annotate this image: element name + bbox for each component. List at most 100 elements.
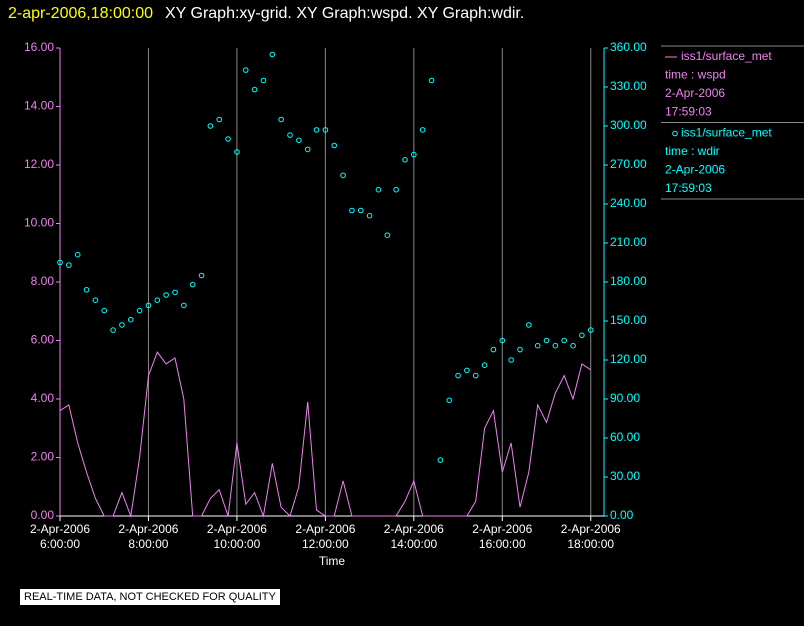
- wdir-point: [225, 136, 231, 142]
- wdir-point: [561, 337, 567, 344]
- y2-tick-label: 150.00: [610, 313, 647, 327]
- y2-tick-label: 270.00: [610, 157, 647, 171]
- wdir-point: [234, 149, 240, 155]
- wdir-point: [154, 297, 161, 304]
- wdir-point: [437, 457, 444, 463]
- x-axis-label: Time: [319, 554, 346, 568]
- wdir-point: [419, 127, 426, 133]
- wdir-point: [119, 322, 125, 328]
- wdir-point: [428, 77, 435, 84]
- y2-tick-label: 30.00: [610, 469, 640, 483]
- legend-entry: iss1/surface_met: [681, 126, 772, 140]
- y-tick-label: 10.00: [24, 216, 54, 230]
- wdir-point: [455, 372, 461, 379]
- y-tick-label: 8.00: [31, 274, 55, 288]
- wdir-point: [57, 259, 63, 266]
- y2-tick-label: 0.00: [610, 508, 634, 522]
- wdir-point: [101, 307, 108, 314]
- wdir-point: [242, 67, 249, 73]
- wdir-point: [163, 292, 169, 298]
- y2-tick-label: 90.00: [610, 391, 640, 405]
- y-tick-label: 2.00: [31, 450, 55, 464]
- y2-tick-label: 120.00: [610, 352, 647, 366]
- y-tick-label: 6.00: [31, 333, 55, 347]
- x-tick-label: 2-Apr-2006 18:00:00: [560, 522, 621, 551]
- wdir-point: [499, 337, 506, 344]
- y-tick-label: 14.00: [24, 99, 54, 113]
- wdir-point: [349, 207, 355, 214]
- wdir-point: [189, 281, 196, 288]
- wdir-point: [74, 251, 81, 258]
- y-tick-label: 16.00: [24, 40, 54, 54]
- x-tick-label: 2-Apr-2006 10:00:00: [206, 522, 267, 551]
- y2-tick-label: 240.00: [610, 196, 647, 210]
- wdir-point: [331, 142, 338, 149]
- wdir-point: [402, 157, 408, 163]
- wdir-point: [464, 367, 470, 374]
- wdir-point: [579, 332, 585, 339]
- y-tick-label: 4.00: [31, 391, 55, 405]
- y2-tick-label: 180.00: [610, 274, 647, 288]
- wdir-point: [269, 51, 276, 58]
- title-time: 2-apr-2006,18:00:00: [8, 5, 153, 22]
- legend-symbol: [672, 130, 678, 137]
- wdir-point: [357, 207, 364, 214]
- wdir-point: [296, 137, 302, 144]
- wdir-point: [322, 127, 329, 133]
- legend-entry: iss1/surface_met: [681, 49, 772, 63]
- wdir-point: [517, 346, 523, 353]
- legend-detail: time : wdir: [665, 144, 720, 158]
- legend-detail: time : wspd: [665, 68, 726, 82]
- wdir-point: [543, 337, 550, 344]
- wdir-point: [207, 123, 214, 129]
- wdir-point: [304, 146, 311, 153]
- y2-tick-label: 60.00: [610, 430, 640, 444]
- legend-detail: 17:59:03: [665, 181, 712, 195]
- wdir-point: [508, 357, 514, 363]
- wdir-point: [481, 362, 488, 369]
- wdir-point: [446, 397, 453, 404]
- wdir-point: [127, 316, 134, 323]
- y2-tick-label: 300.00: [610, 118, 647, 132]
- wdir-point: [172, 289, 178, 296]
- wdir-point: [411, 151, 417, 158]
- wdir-point: [216, 116, 223, 123]
- wdir-point: [375, 186, 382, 193]
- wdir-point: [92, 297, 99, 304]
- x-tick-label: 2-Apr-2006 16:00:00: [472, 522, 533, 551]
- y-tick-label: 12.00: [24, 157, 54, 171]
- y2-tick-label: 360.00: [610, 40, 647, 54]
- legend-detail: 2-Apr-2006: [665, 86, 725, 100]
- legend-detail: 2-Apr-2006: [665, 163, 725, 177]
- wdir-point: [366, 212, 373, 219]
- x-tick-label: 2-Apr-2006 12:00:00: [295, 522, 356, 551]
- wdir-point: [278, 116, 284, 123]
- wdir-point: [251, 86, 258, 93]
- wdir-point: [66, 262, 72, 268]
- y2-tick-label: 210.00: [610, 235, 647, 249]
- y-tick-label: 0.00: [31, 508, 55, 522]
- x-tick-label: 2-Apr-2006 8:00:00: [118, 522, 179, 551]
- wdir-point: [472, 372, 479, 379]
- wdir-point: [287, 132, 293, 138]
- wdir-point: [384, 232, 391, 238]
- wdir-point: [490, 346, 497, 353]
- wdir-point: [534, 342, 541, 349]
- wdir-point: [313, 127, 320, 133]
- wdir-point: [136, 307, 143, 314]
- wdir-point: [570, 342, 576, 349]
- wdir-point: [145, 302, 152, 309]
- x-tick-label: 2-Apr-2006 6:00:00: [29, 522, 91, 551]
- wdir-point: [552, 342, 559, 349]
- chart-title: XY Graph:xy-grid. XY Graph:wspd. XY Grap…: [165, 5, 524, 22]
- wdir-point: [83, 287, 90, 293]
- wdir-point: [526, 322, 532, 328]
- wdir-point: [587, 327, 594, 333]
- wdir-point: [393, 186, 399, 193]
- wdir-point: [198, 272, 205, 279]
- wdir-point: [181, 302, 187, 309]
- wdir-point: [260, 77, 267, 84]
- y2-tick-label: 330.00: [610, 79, 647, 93]
